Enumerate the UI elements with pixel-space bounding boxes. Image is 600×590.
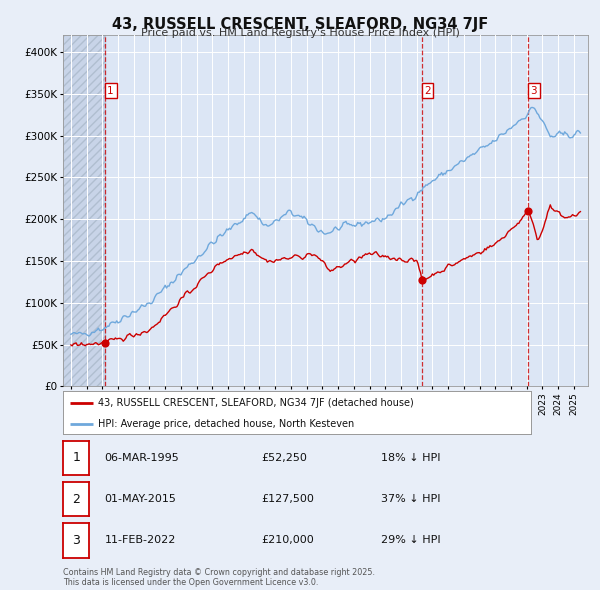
Text: Price paid vs. HM Land Registry's House Price Index (HPI): Price paid vs. HM Land Registry's House … bbox=[140, 28, 460, 38]
Text: 11-FEB-2022: 11-FEB-2022 bbox=[104, 536, 176, 545]
Point bbox=[100, 338, 110, 348]
Text: 29% ↓ HPI: 29% ↓ HPI bbox=[381, 536, 440, 545]
Text: £127,500: £127,500 bbox=[261, 494, 314, 504]
Point bbox=[417, 275, 427, 284]
Text: 1: 1 bbox=[72, 451, 80, 464]
Point bbox=[523, 206, 533, 216]
Text: £210,000: £210,000 bbox=[261, 536, 314, 545]
Text: Contains HM Land Registry data © Crown copyright and database right 2025.
This d: Contains HM Land Registry data © Crown c… bbox=[63, 568, 375, 587]
Text: 37% ↓ HPI: 37% ↓ HPI bbox=[381, 494, 440, 504]
Text: 3: 3 bbox=[530, 86, 537, 96]
Text: 3: 3 bbox=[72, 534, 80, 547]
Text: 06-MAR-1995: 06-MAR-1995 bbox=[104, 453, 179, 463]
Text: 43, RUSSELL CRESCENT, SLEAFORD, NG34 7JF (detached house): 43, RUSSELL CRESCENT, SLEAFORD, NG34 7JF… bbox=[98, 398, 414, 408]
Text: 01-MAY-2015: 01-MAY-2015 bbox=[104, 494, 176, 504]
Text: HPI: Average price, detached house, North Kesteven: HPI: Average price, detached house, Nort… bbox=[98, 419, 355, 430]
Text: £52,250: £52,250 bbox=[261, 453, 307, 463]
Text: 1: 1 bbox=[107, 86, 114, 96]
Text: 43, RUSSELL CRESCENT, SLEAFORD, NG34 7JF: 43, RUSSELL CRESCENT, SLEAFORD, NG34 7JF bbox=[112, 17, 488, 31]
Text: 18% ↓ HPI: 18% ↓ HPI bbox=[381, 453, 440, 463]
Text: 2: 2 bbox=[424, 86, 431, 96]
Text: 2: 2 bbox=[72, 493, 80, 506]
